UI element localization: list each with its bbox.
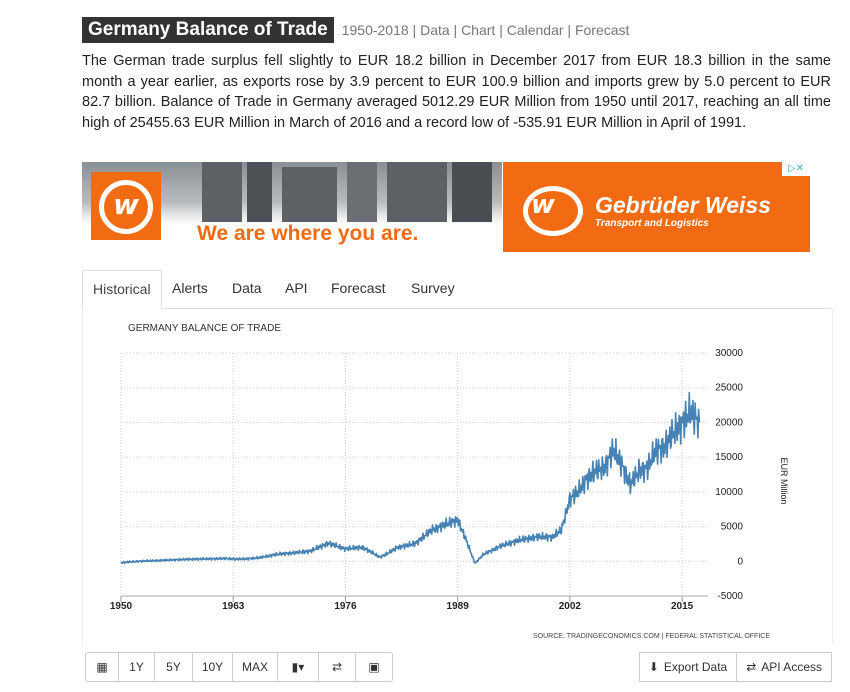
chart-tabs: Historical Alerts Data API Forecast Surv…: [82, 270, 831, 309]
brand-logo-icon: w: [91, 172, 161, 240]
calendar-icon[interactable]: ▦: [85, 652, 119, 682]
tab-survey[interactable]: Survey: [411, 280, 455, 296]
tab-alerts[interactable]: Alerts: [172, 280, 208, 296]
tab-data[interactable]: Data: [232, 280, 262, 296]
brand-mark-icon: [523, 186, 583, 236]
title-row: Germany Balance of Trade 1950-2018 | Dat…: [82, 17, 629, 43]
data-actions: ⬇ Export Data ⇄ API Access: [638, 652, 832, 682]
x-tick-label: 2015: [671, 601, 694, 612]
ad-brand-name: Gebrüder Weiss: [595, 192, 771, 218]
y-axis-label: EUR Million: [779, 457, 789, 504]
range-1y-button[interactable]: 1Y: [118, 652, 155, 682]
api-access-button[interactable]: ⇄ API Access: [736, 652, 832, 682]
tab-api[interactable]: API: [285, 280, 308, 296]
range-max-button[interactable]: MAX: [232, 652, 278, 682]
advertisement-banner[interactable]: w We are where you are. w Gebrüder Weiss…: [82, 162, 810, 252]
chart-container: GERMANY BALANCE OF TRADE -5000 0 5000 10000 1…: [82, 309, 833, 644]
summary-text: The German trade surplus fell slightly t…: [82, 53, 831, 131]
tab-forecast[interactable]: Forecast: [331, 280, 386, 296]
chart-toolbar: ▦ 1Y 5Y 10Y MAX ▮▾ ⇄ ▣: [85, 652, 393, 682]
image-icon[interactable]: ▣: [355, 652, 393, 682]
y-tick-label: 20000: [715, 417, 743, 428]
brand-mark-letter: w: [531, 190, 556, 220]
source-label: SOURCE: TRADINGECONOMICS.COM | FEDERAL S…: [533, 633, 770, 640]
api-access-label: API Access: [761, 660, 822, 674]
bar-chart-icon[interactable]: ▮▾: [277, 652, 319, 682]
y-tick-label: 30000: [715, 348, 743, 359]
y-tick-label: 5000: [721, 522, 744, 533]
ad-brand-panel: w Gebrüder Weiss Transport and Logistics…: [503, 162, 810, 252]
x-tick-label: 2002: [559, 601, 582, 612]
trade-balance-chart: GERMANY BALANCE OF TRADE -5000 0 5000 10000 1…: [110, 323, 789, 640]
y-tick-label: 0: [737, 556, 743, 567]
shuffle-icon[interactable]: ⇄: [318, 652, 356, 682]
y-tick-label: 15000: [715, 452, 743, 463]
y-tick-label: 25000: [715, 383, 743, 394]
ad-tagline: Transport and Logistics: [595, 218, 709, 229]
range-5y-button[interactable]: 5Y: [154, 652, 193, 682]
x-tick-label: 1963: [222, 601, 245, 612]
page-title: Germany Balance of Trade: [82, 17, 334, 43]
ad-city-image: w We are where you are.: [82, 162, 502, 252]
sub-navigation[interactable]: 1950-2018 | Data | Chart | Calendar | Fo…: [341, 22, 630, 38]
series-line: [120, 391, 701, 565]
exchange-icon: ⇄: [746, 660, 757, 674]
export-data-button[interactable]: ⬇ Export Data: [638, 652, 738, 682]
x-tick-label: 1950: [110, 601, 133, 612]
ad-choices-icon[interactable]: ▷✕: [782, 162, 810, 176]
range-10y-button[interactable]: 10Y: [192, 652, 233, 682]
export-data-label: Export Data: [663, 660, 728, 674]
tab-historical[interactable]: Historical: [82, 270, 162, 309]
ad-slogan: We are where you are.: [197, 222, 419, 245]
x-tick-label: 1989: [447, 601, 470, 612]
download-icon: ⬇: [648, 660, 659, 674]
y-tick-label: -5000: [717, 591, 743, 602]
chart-title: GERMANY BALANCE OF TRADE: [128, 323, 281, 334]
y-tick-label: 10000: [715, 487, 743, 498]
x-tick-label: 1976: [334, 601, 357, 612]
